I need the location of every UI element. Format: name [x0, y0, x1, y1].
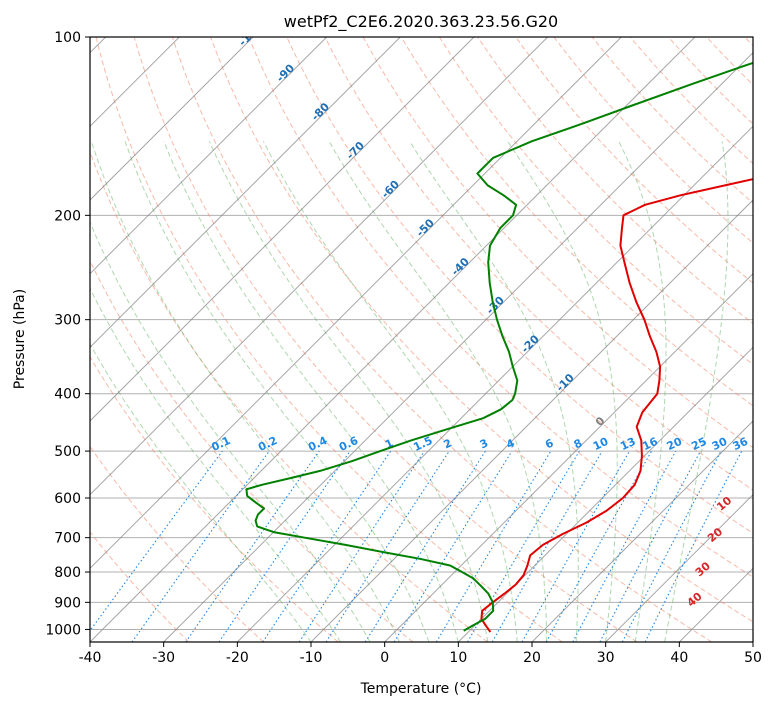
mixing-ratio-label: 36	[731, 435, 751, 453]
dry-adiabat	[286, 37, 753, 534]
mixing-ratio-label: 16	[640, 435, 660, 453]
mixing-ratio-label: 10	[591, 435, 611, 453]
mixing-ratio-line	[521, 450, 630, 642]
moist-adiabat	[124, 141, 430, 642]
pressure-grid	[90, 37, 753, 630]
mixing-ratio-line	[131, 450, 270, 642]
moist-adiabat	[507, 141, 618, 642]
isotherm-label: -100	[236, 20, 265, 49]
x-tick-label: 20	[523, 650, 541, 666]
x-tick-label: 40	[670, 650, 688, 666]
isotherm-line	[384, 272, 753, 642]
y-tick-label: 800	[54, 565, 81, 581]
isotherm-line	[90, 37, 549, 496]
dry-adiabat	[248, 37, 753, 578]
isotherm-line	[457, 346, 753, 642]
mixing-ratio-line	[491, 450, 603, 642]
x-tick-label: 50	[744, 650, 762, 666]
moist-adiabat	[90, 220, 371, 642]
x-axis-label: Temperature (°C)	[360, 681, 482, 697]
mixing-ratio-line	[185, 450, 320, 642]
dewpoint-profile	[245, 61, 753, 632]
moist-adiabat	[90, 343, 312, 642]
y-tick-label: 200	[54, 208, 81, 224]
plot-frame	[89, 36, 754, 643]
temperature-profile	[480, 178, 753, 633]
moist-adiabats	[90, 141, 729, 642]
dry-adiabat	[95, 37, 563, 642]
x-tick-label: -20	[226, 650, 249, 666]
dry-adiabat	[591, 37, 753, 204]
mixing-ratio-line	[218, 450, 351, 642]
mixing-ratio-line	[90, 450, 223, 632]
dry-adiabat	[171, 37, 712, 642]
x-tick-label: -30	[152, 650, 175, 666]
y-tick-label: 500	[54, 444, 81, 460]
dry-adiabat	[90, 259, 414, 642]
y-axis: 1000 900 800 700 600 500 400 300 200 100	[45, 30, 90, 638]
mixing-ratio-line	[435, 450, 552, 642]
x-tick-label: 10	[449, 650, 467, 666]
isotherm-line	[90, 37, 401, 349]
mixing-ratio-line	[393, 450, 513, 642]
dry-adiabat	[133, 37, 638, 642]
mixing-ratio-line	[325, 450, 450, 642]
y-tick-label: 700	[54, 531, 81, 547]
chart-title: wetPf2_C2E6.2020.363.23.56.G20	[284, 12, 558, 32]
y-axis-label: Pressure (hPa)	[12, 289, 28, 389]
mixing-ratio-label: 20	[665, 435, 685, 453]
y-tick-label: 900	[54, 595, 81, 611]
sounding-series	[245, 61, 753, 633]
dry-adiabat	[90, 531, 190, 642]
isotherm-line	[310, 199, 753, 642]
dry-adiabat	[210, 37, 753, 623]
isotherm-line	[90, 37, 254, 201]
x-tick-label: 0	[380, 650, 389, 666]
isotherm-line	[90, 37, 475, 422]
moist-adiabat	[409, 141, 579, 642]
isotherms	[90, 37, 753, 642]
mixing-ratio-label: 25	[689, 435, 708, 453]
dry-adiabat	[477, 37, 753, 325]
mixing-ratio-line	[572, 450, 677, 642]
mixing-ratio-line	[467, 450, 580, 642]
y-tick-label: 300	[54, 313, 81, 329]
x-tick-label: -10	[300, 650, 323, 666]
dry-adiabat	[324, 37, 753, 491]
moist-adiabat	[664, 141, 729, 642]
dry-adiabat	[90, 355, 339, 642]
isotherm-line	[163, 51, 753, 642]
isotherm-line	[605, 493, 753, 642]
mixing-ratio-label: 13	[618, 435, 637, 453]
dry-adiabat	[553, 37, 753, 244]
mixing-ratio-line	[545, 450, 653, 642]
dry-adiabat	[400, 37, 753, 407]
moist-adiabat	[163, 141, 459, 642]
x-axis: -40 -30 -20 -10 0 10 20 30 40 50	[79, 642, 762, 666]
x-tick-label: 30	[597, 650, 615, 666]
mixing-ratio-line	[364, 450, 486, 642]
moist-adiabat	[262, 141, 518, 642]
moist-adiabat	[208, 141, 489, 642]
mixing-ratio-lines	[90, 450, 743, 642]
isotherm-line	[90, 37, 328, 275]
y-tick-label: 100	[54, 30, 81, 46]
isotherm-line	[90, 37, 622, 570]
x-tick-label: -40	[79, 650, 102, 666]
y-tick-label: 600	[54, 491, 81, 507]
mixing-ratio-label: 30	[710, 435, 730, 453]
dry-adiabat	[438, 37, 753, 365]
y-tick-label: 1000	[45, 622, 81, 638]
moist-adiabat	[618, 141, 667, 642]
isotherm-line	[531, 420, 753, 642]
isotherm-line	[90, 37, 696, 642]
y-tick-label: 400	[54, 387, 81, 403]
isotherm-line	[236, 125, 753, 642]
moist-adiabat	[328, 141, 548, 642]
